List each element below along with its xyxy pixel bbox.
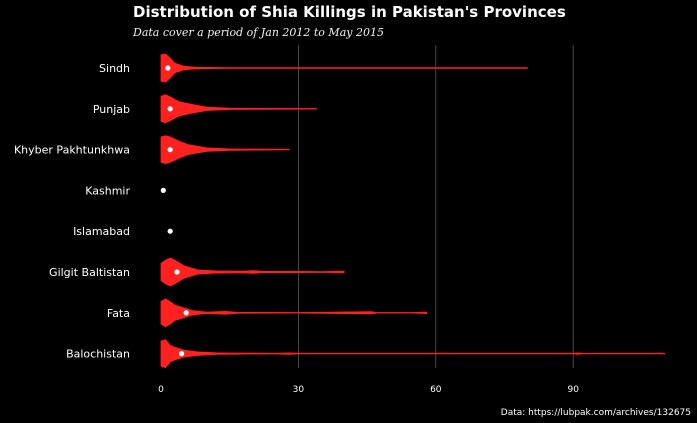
y-tick-label: Islamabad [73,225,130,238]
violin-sindh [160,53,528,83]
y-tick-label: Punjab [93,103,130,116]
chart-title: Distribution of Shia Killings in Pakista… [133,3,566,21]
median-point [183,310,189,316]
x-tick-label: 60 [430,385,442,395]
gridlines [297,45,574,368]
violin-punjab [160,94,318,124]
median-point [179,351,185,357]
y-axis-labels: Sindh Punjab Khyber Pakhtunkhwa Kashmir Isla… [14,62,131,361]
y-tick-label: Khyber Pakhtunkhwa [14,144,130,157]
x-tick-label: 90 [567,385,579,395]
data-source: Data: https://lubpak.com/archives/132675 [500,408,691,418]
violin-khyber-pakhtunkhwa [160,135,290,164]
median-point [167,106,173,112]
y-tick-label: Kashmir [85,184,130,197]
x-tick-label: 30 [293,385,305,395]
median-point [167,228,173,234]
violin-gilgit-baltistan [160,257,345,287]
median-point [167,147,173,153]
y-tick-label: Fata [107,307,130,320]
x-axis-labels: 0 30 60 90 [158,385,579,395]
median-point [160,187,166,193]
chart-subtitle: Data cover a period of Jan 2012 to May 2… [133,26,384,39]
y-tick-label: Gilgit Baltistan [49,266,130,279]
violins [160,53,666,368]
median-point [165,65,171,71]
x-tick-label: 0 [158,385,164,395]
y-tick-label: Balochistan [66,348,130,361]
median-point [174,269,180,275]
violin-balochistan [160,339,666,368]
violin-fata [160,298,427,328]
y-tick-label: Sindh [99,62,130,75]
